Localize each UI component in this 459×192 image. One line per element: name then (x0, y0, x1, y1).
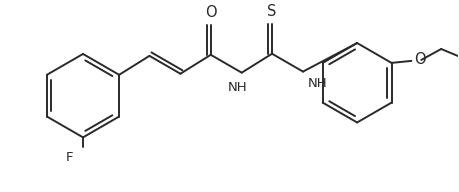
Text: S: S (267, 4, 276, 19)
Text: NH: NH (227, 81, 247, 94)
Text: F: F (65, 151, 73, 164)
Text: O: O (414, 52, 425, 67)
Text: O: O (205, 5, 216, 20)
Text: NH: NH (307, 77, 327, 89)
